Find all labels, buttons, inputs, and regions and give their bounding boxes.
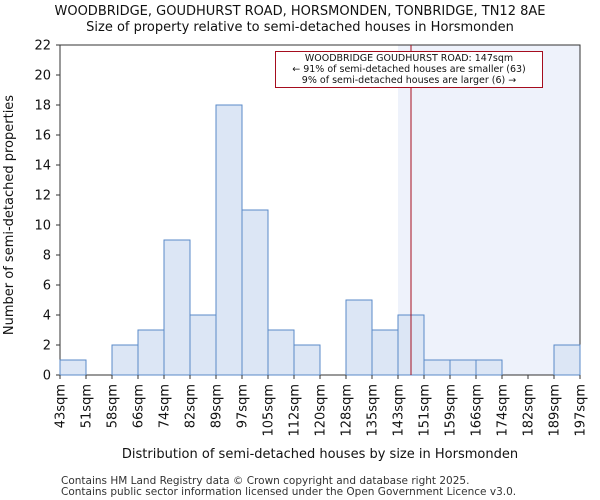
histogram-bar [423, 359, 451, 376]
histogram-bar [475, 359, 503, 376]
y-tick-label: 20 [34, 69, 51, 84]
histogram-bar [137, 329, 165, 376]
x-tick-label: 58sqm [106, 384, 121, 428]
x-axis-label: Distribution of semi-detached houses by … [122, 447, 518, 462]
footer-licence: Contains public sector information licen… [61, 486, 517, 498]
x-tick-label: 82sqm [184, 384, 199, 428]
x-tick-label: 105sqm [262, 384, 277, 437]
y-tick-label: 22 [34, 39, 51, 54]
y-tick-label: 12 [34, 189, 51, 204]
x-tick-label: 166sqm [470, 384, 485, 437]
y-tick-label: 10 [34, 219, 51, 234]
x-tick-label: 159sqm [444, 384, 459, 437]
y-tick-label: 2 [43, 339, 51, 354]
annotation-line-1: WOODBRIDGE GOUDHURST ROAD: 147sqm [304, 53, 514, 64]
histogram-bar [293, 344, 321, 376]
annotation-line-3: 9% of semi-detached houses are larger (6… [301, 75, 517, 86]
histogram-bar [345, 299, 373, 376]
x-tick-label: 89sqm [210, 384, 225, 428]
histogram-bar [241, 209, 269, 376]
x-tick-label: 66sqm [132, 384, 147, 428]
y-tick-label: 4 [43, 309, 51, 324]
histogram-bar [371, 329, 399, 376]
y-tick-label: 16 [34, 129, 51, 144]
histogram-bar [449, 359, 477, 376]
y-tick-label: 0 [43, 369, 51, 384]
x-tick-label: 120sqm [314, 384, 329, 437]
y-tick-label: 8 [43, 249, 51, 264]
histogram-bar [215, 104, 243, 376]
x-tick-label: 143sqm [392, 384, 407, 437]
histogram-bar [59, 359, 87, 376]
x-tick-label: 182sqm [522, 384, 537, 437]
y-tick-label: 18 [34, 99, 51, 114]
x-tick-label: 151sqm [418, 384, 433, 437]
chart-title-address: WOODBRIDGE, GOUDHURST ROAD, HORSMONDEN, … [54, 4, 546, 19]
footer-copyright: Contains HM Land Registry data © Crown c… [61, 475, 470, 487]
x-tick-label: 97sqm [236, 384, 251, 428]
property-annotation-box: WOODBRIDGE GOUDHURST ROAD: 147sqm ← 91% … [275, 51, 543, 88]
histogram-bar [267, 329, 295, 376]
x-tick-label: 197sqm [574, 384, 589, 437]
histogram-bar [553, 344, 581, 376]
x-tick-label: 112sqm [288, 384, 303, 437]
larger-region-shade [398, 45, 580, 375]
x-tick-label: 135sqm [366, 384, 381, 437]
chart-title: Size of property relative to semi-detach… [86, 20, 514, 35]
x-tick-label: 74sqm [158, 384, 173, 428]
y-axis-label: Number of semi-detached properties [2, 95, 17, 335]
x-tick-label: 128sqm [340, 384, 355, 437]
x-tick-label: 43sqm [54, 384, 69, 428]
x-tick-label: 189sqm [548, 384, 563, 437]
histogram-bar [163, 239, 191, 376]
x-tick-label: 51sqm [80, 384, 95, 428]
y-tick-label: 14 [34, 159, 51, 174]
x-tick-label: 174sqm [496, 384, 511, 437]
annotation-line-2: ← 91% of semi-detached houses are smalle… [292, 64, 526, 75]
histogram-bar [189, 314, 217, 376]
y-tick-label: 6 [43, 279, 51, 294]
histogram-bar [111, 344, 139, 376]
